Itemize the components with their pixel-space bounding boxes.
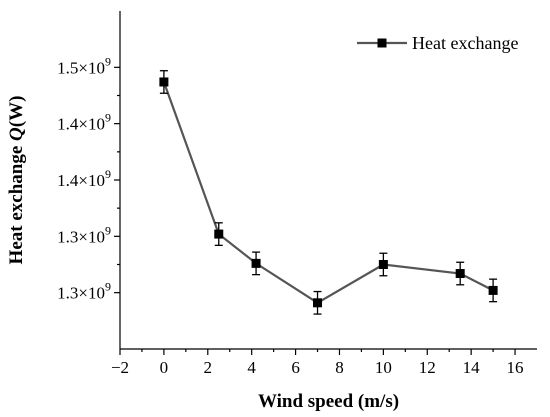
x-tick-label: 10 [375,358,392,377]
y-axis-label: Heat exchange Q(W) [6,96,27,265]
plot-area [159,70,498,315]
y-tick-label: 1.3×109 [57,280,111,303]
y-axis-label-prefix: Heat exchange [6,141,27,264]
chart-axes [119,11,537,350]
x-tick-label: 8 [335,358,344,377]
data-point [313,298,323,308]
x-axis-ticks: −2 0 2 4 6 8 10 12 14 16 [111,349,524,377]
legend-marker [377,38,387,48]
y-axis-label-suffix: (W) [6,96,27,128]
y-axis-ticks: 1.3×109 1.3×109 1.4×109 1.4×109 1.5×109 [57,54,120,303]
x-tick-label: 2 [204,358,213,377]
data-point [251,258,261,268]
x-axis-label: Wind speed (m/s) [258,391,399,412]
x-tick-label: 6 [291,358,300,377]
x-tick-label: 4 [247,358,256,377]
y-tick-label: 1.4×109 [57,111,111,134]
x-tick-label: 12 [419,358,436,377]
data-point [455,269,465,279]
x-tick-label: 0 [160,358,169,377]
y-axis-label-variable: Q [6,127,27,141]
data-point [378,260,388,269]
x-tick-label: −2 [111,358,129,377]
x-tick-label: 14 [463,358,481,377]
y-tick-label: 1.5×109 [57,54,111,77]
legend: Heat exchange [357,33,518,53]
data-point [159,77,169,87]
y-tick-label: 1.3×109 [57,223,111,246]
legend-label: Heat exchange [412,33,518,53]
data-point [214,229,224,239]
data-point [488,285,498,295]
x-tick-label: 16 [507,358,524,377]
series-line [162,81,494,305]
y-tick-label: 1.4×109 [57,167,111,190]
